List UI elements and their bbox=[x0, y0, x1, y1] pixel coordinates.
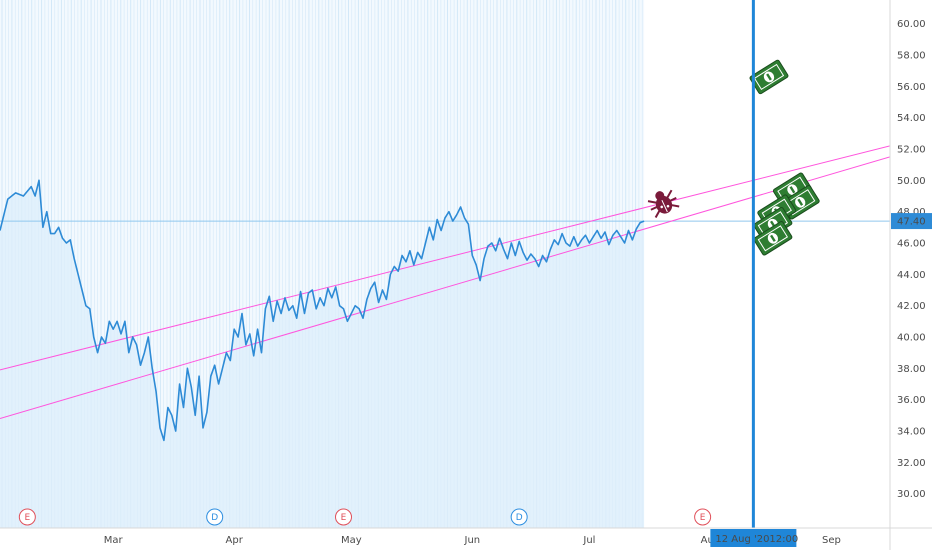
event-marker-circle bbox=[694, 508, 712, 526]
event-marker-d[interactable]: D bbox=[510, 508, 528, 526]
crosshair-date-tag-bg bbox=[710, 529, 797, 547]
event-marker-circle bbox=[18, 508, 36, 526]
event-marker-circle bbox=[510, 508, 528, 526]
price-tick-label: 56.00 bbox=[897, 82, 926, 93]
money-icon-mark bbox=[797, 198, 804, 206]
crosshair-time-label: 12:00 bbox=[769, 534, 798, 545]
price-tick-label: 30.00 bbox=[897, 489, 926, 500]
last-price-tag: 47.40 bbox=[891, 213, 932, 230]
event-marker-e[interactable]: E bbox=[694, 508, 712, 526]
money-icon-border bbox=[753, 63, 785, 91]
annotations[interactable] bbox=[645, 59, 820, 256]
time-tick-label: Jun bbox=[464, 535, 481, 546]
time-tick-label: Jul bbox=[582, 535, 595, 546]
bug-icon-leg bbox=[666, 189, 673, 199]
time-tick-label: Mar bbox=[104, 535, 124, 546]
bug-icon-wing-split bbox=[661, 199, 668, 213]
price-tick-label: 38.00 bbox=[897, 364, 926, 375]
event-marker-letter: E bbox=[24, 513, 30, 523]
last-price-tag-bg bbox=[891, 213, 932, 230]
bug-icon-leg bbox=[650, 205, 658, 211]
price-tick-label: 36.00 bbox=[897, 395, 926, 406]
event-marker-d[interactable]: D bbox=[206, 508, 224, 526]
event-marker-e[interactable]: E bbox=[335, 508, 353, 526]
price-tick-label: 58.00 bbox=[897, 51, 926, 62]
time-tick-label: Sep bbox=[822, 535, 841, 546]
event-marker-e[interactable]: E bbox=[18, 508, 36, 526]
price-tick-label: 32.00 bbox=[897, 458, 926, 469]
event-marker-letter: E bbox=[700, 513, 706, 523]
money-icon[interactable] bbox=[753, 221, 793, 256]
time-tick-label: Apr bbox=[226, 535, 244, 546]
event-marker-letter: D bbox=[211, 513, 218, 523]
bug-icon-leg bbox=[669, 197, 677, 202]
price-tick-label: 40.00 bbox=[897, 333, 926, 344]
trendline-1[interactable] bbox=[0, 145, 890, 371]
plot-area[interactable] bbox=[0, 0, 890, 528]
price-tick-label: 60.00 bbox=[897, 19, 926, 30]
bug-icon-head bbox=[655, 191, 665, 201]
crosshair-date-tag: 12 Aug '20 12:00 bbox=[710, 529, 798, 547]
crosshair-date-label: 12 Aug '20 bbox=[715, 534, 769, 545]
price-tick-label: 50.00 bbox=[897, 176, 926, 187]
money-icon-mark bbox=[766, 73, 772, 81]
price-tick-label: 42.00 bbox=[897, 301, 926, 312]
event-marker-circle bbox=[206, 508, 224, 526]
price-tick-label: 44.00 bbox=[897, 270, 926, 281]
bug-icon-spot bbox=[666, 204, 670, 208]
bug-icon[interactable] bbox=[645, 186, 680, 219]
bug-icon-leg bbox=[647, 200, 657, 204]
event-marker-circle bbox=[335, 508, 353, 526]
last-price-value: 47.40 bbox=[897, 217, 926, 228]
money-icon-mark bbox=[770, 234, 776, 242]
price-tick-label: 34.00 bbox=[897, 427, 926, 438]
time-tick-label: May bbox=[341, 535, 362, 546]
trendlines[interactable] bbox=[0, 145, 890, 419]
price-tick-label: 46.00 bbox=[897, 239, 926, 250]
price-tick-label: 54.00 bbox=[897, 113, 926, 124]
price-tick-label: 52.00 bbox=[897, 145, 926, 156]
event-marker-letter: D bbox=[516, 513, 523, 523]
price-axis[interactable]: 60.00 58.00 56.00 54.00 52.00 50.00 48.00 46.00… bbox=[897, 19, 926, 500]
price-tick-label: 48.00 bbox=[897, 207, 926, 218]
event-marker-letter: E bbox=[341, 513, 347, 523]
bug-icon-spot bbox=[660, 205, 664, 209]
trendline-2[interactable] bbox=[0, 156, 890, 419]
price-line bbox=[0, 179, 645, 442]
money-icon[interactable] bbox=[749, 59, 789, 95]
money-icon-border bbox=[757, 225, 789, 252]
money-icon-mark bbox=[789, 186, 796, 194]
